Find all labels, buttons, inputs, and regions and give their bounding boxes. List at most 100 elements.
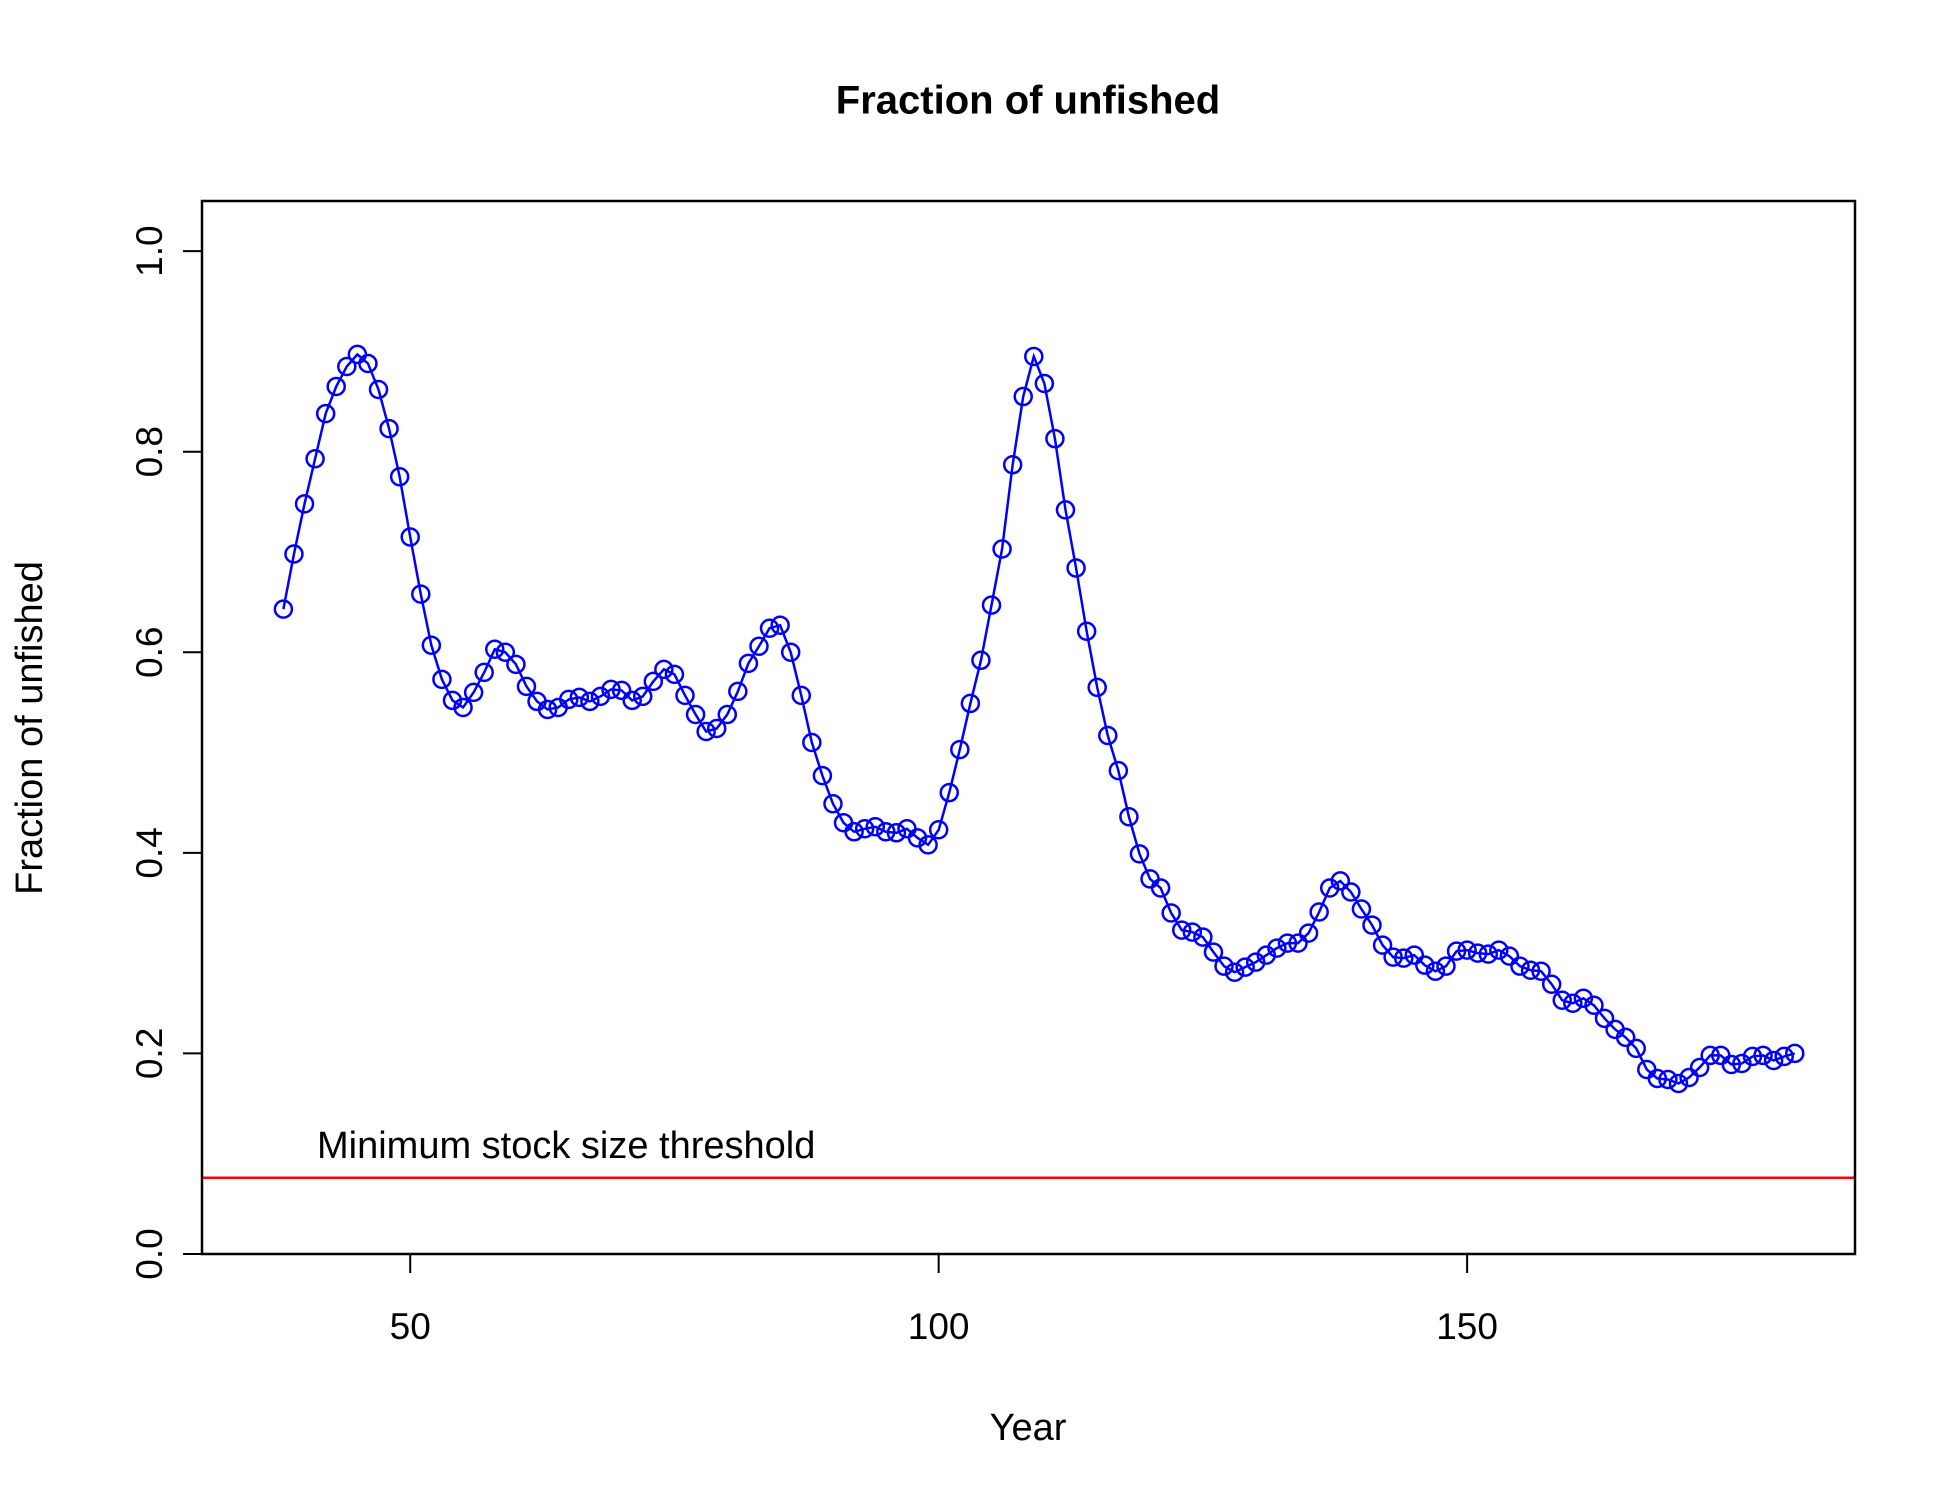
point — [1362, 915, 1382, 935]
point — [1541, 974, 1562, 994]
point — [580, 691, 600, 712]
x-axis-label: Year — [990, 1407, 1067, 1449]
point — [1742, 1046, 1763, 1067]
point — [1309, 902, 1329, 922]
point — [358, 353, 378, 374]
point — [569, 687, 590, 708]
point — [1098, 725, 1118, 746]
point — [305, 448, 325, 469]
point — [865, 817, 885, 837]
point — [601, 679, 621, 700]
point — [400, 527, 420, 547]
point — [654, 659, 674, 680]
y-axis-label: Fraction of unfished — [9, 561, 51, 895]
point — [1615, 1027, 1636, 1048]
point — [368, 379, 389, 400]
point — [611, 680, 632, 701]
point — [780, 642, 801, 663]
point — [1161, 903, 1181, 923]
y-tick-label: 0.8 — [129, 426, 170, 477]
point — [432, 669, 452, 690]
point — [685, 704, 706, 725]
point — [1298, 923, 1319, 943]
x-tick-label: 50 — [390, 1306, 431, 1347]
point — [1436, 956, 1456, 976]
point — [1753, 1045, 1773, 1066]
point — [1076, 621, 1097, 641]
point — [1689, 1057, 1710, 1078]
point — [495, 642, 516, 663]
y-tick-label: 0.0 — [129, 1228, 170, 1279]
point — [558, 689, 579, 710]
point — [1668, 1073, 1689, 1094]
point — [537, 699, 558, 720]
point — [1721, 1054, 1742, 1075]
point — [326, 376, 346, 397]
point — [1425, 961, 1446, 981]
point — [1024, 346, 1044, 367]
point — [379, 418, 399, 439]
point — [1119, 807, 1139, 827]
annotation: Minimum stock size threshold — [317, 1125, 815, 1167]
point — [717, 704, 738, 725]
point — [823, 793, 843, 814]
point — [463, 682, 484, 703]
point — [389, 467, 410, 487]
point — [960, 693, 981, 714]
point — [675, 685, 695, 706]
point — [950, 739, 970, 760]
point — [1478, 944, 1499, 964]
point — [759, 618, 780, 638]
point — [1055, 500, 1076, 520]
point — [1510, 956, 1530, 976]
point — [516, 676, 537, 697]
point — [1351, 899, 1372, 919]
point — [632, 686, 653, 707]
point — [1002, 455, 1023, 475]
point — [939, 782, 959, 803]
point — [1594, 1008, 1615, 1029]
y-tick-label: 1.0 — [129, 225, 170, 276]
point — [918, 835, 938, 855]
point — [474, 662, 494, 683]
point — [1214, 956, 1234, 976]
point — [1626, 1038, 1646, 1059]
point — [876, 822, 896, 842]
point — [992, 539, 1012, 559]
point — [886, 823, 907, 843]
point — [1108, 760, 1129, 781]
point — [411, 584, 431, 604]
point — [273, 599, 294, 619]
point — [421, 635, 442, 656]
point — [337, 356, 357, 377]
point — [294, 494, 315, 514]
point — [1552, 990, 1572, 1011]
point — [1658, 1069, 1678, 1090]
point — [1393, 948, 1414, 968]
point — [1013, 386, 1033, 407]
point — [1182, 922, 1203, 942]
point — [315, 403, 336, 424]
point — [622, 690, 642, 711]
point — [1087, 677, 1107, 698]
point — [1563, 993, 1583, 1014]
point — [485, 639, 505, 660]
point — [1330, 871, 1351, 891]
point — [1383, 947, 1403, 967]
series-line — [282, 352, 1796, 1085]
point — [1457, 940, 1477, 960]
point — [738, 653, 759, 674]
point — [696, 721, 716, 742]
point — [1415, 955, 1435, 975]
point — [1150, 878, 1171, 898]
point — [1774, 1046, 1794, 1067]
point — [664, 664, 685, 685]
point — [1785, 1043, 1805, 1064]
point — [802, 732, 822, 753]
point — [1172, 920, 1192, 940]
plot-frame — [200, 199, 1857, 1256]
point — [643, 671, 664, 692]
point — [1193, 927, 1213, 947]
point — [1288, 933, 1308, 953]
